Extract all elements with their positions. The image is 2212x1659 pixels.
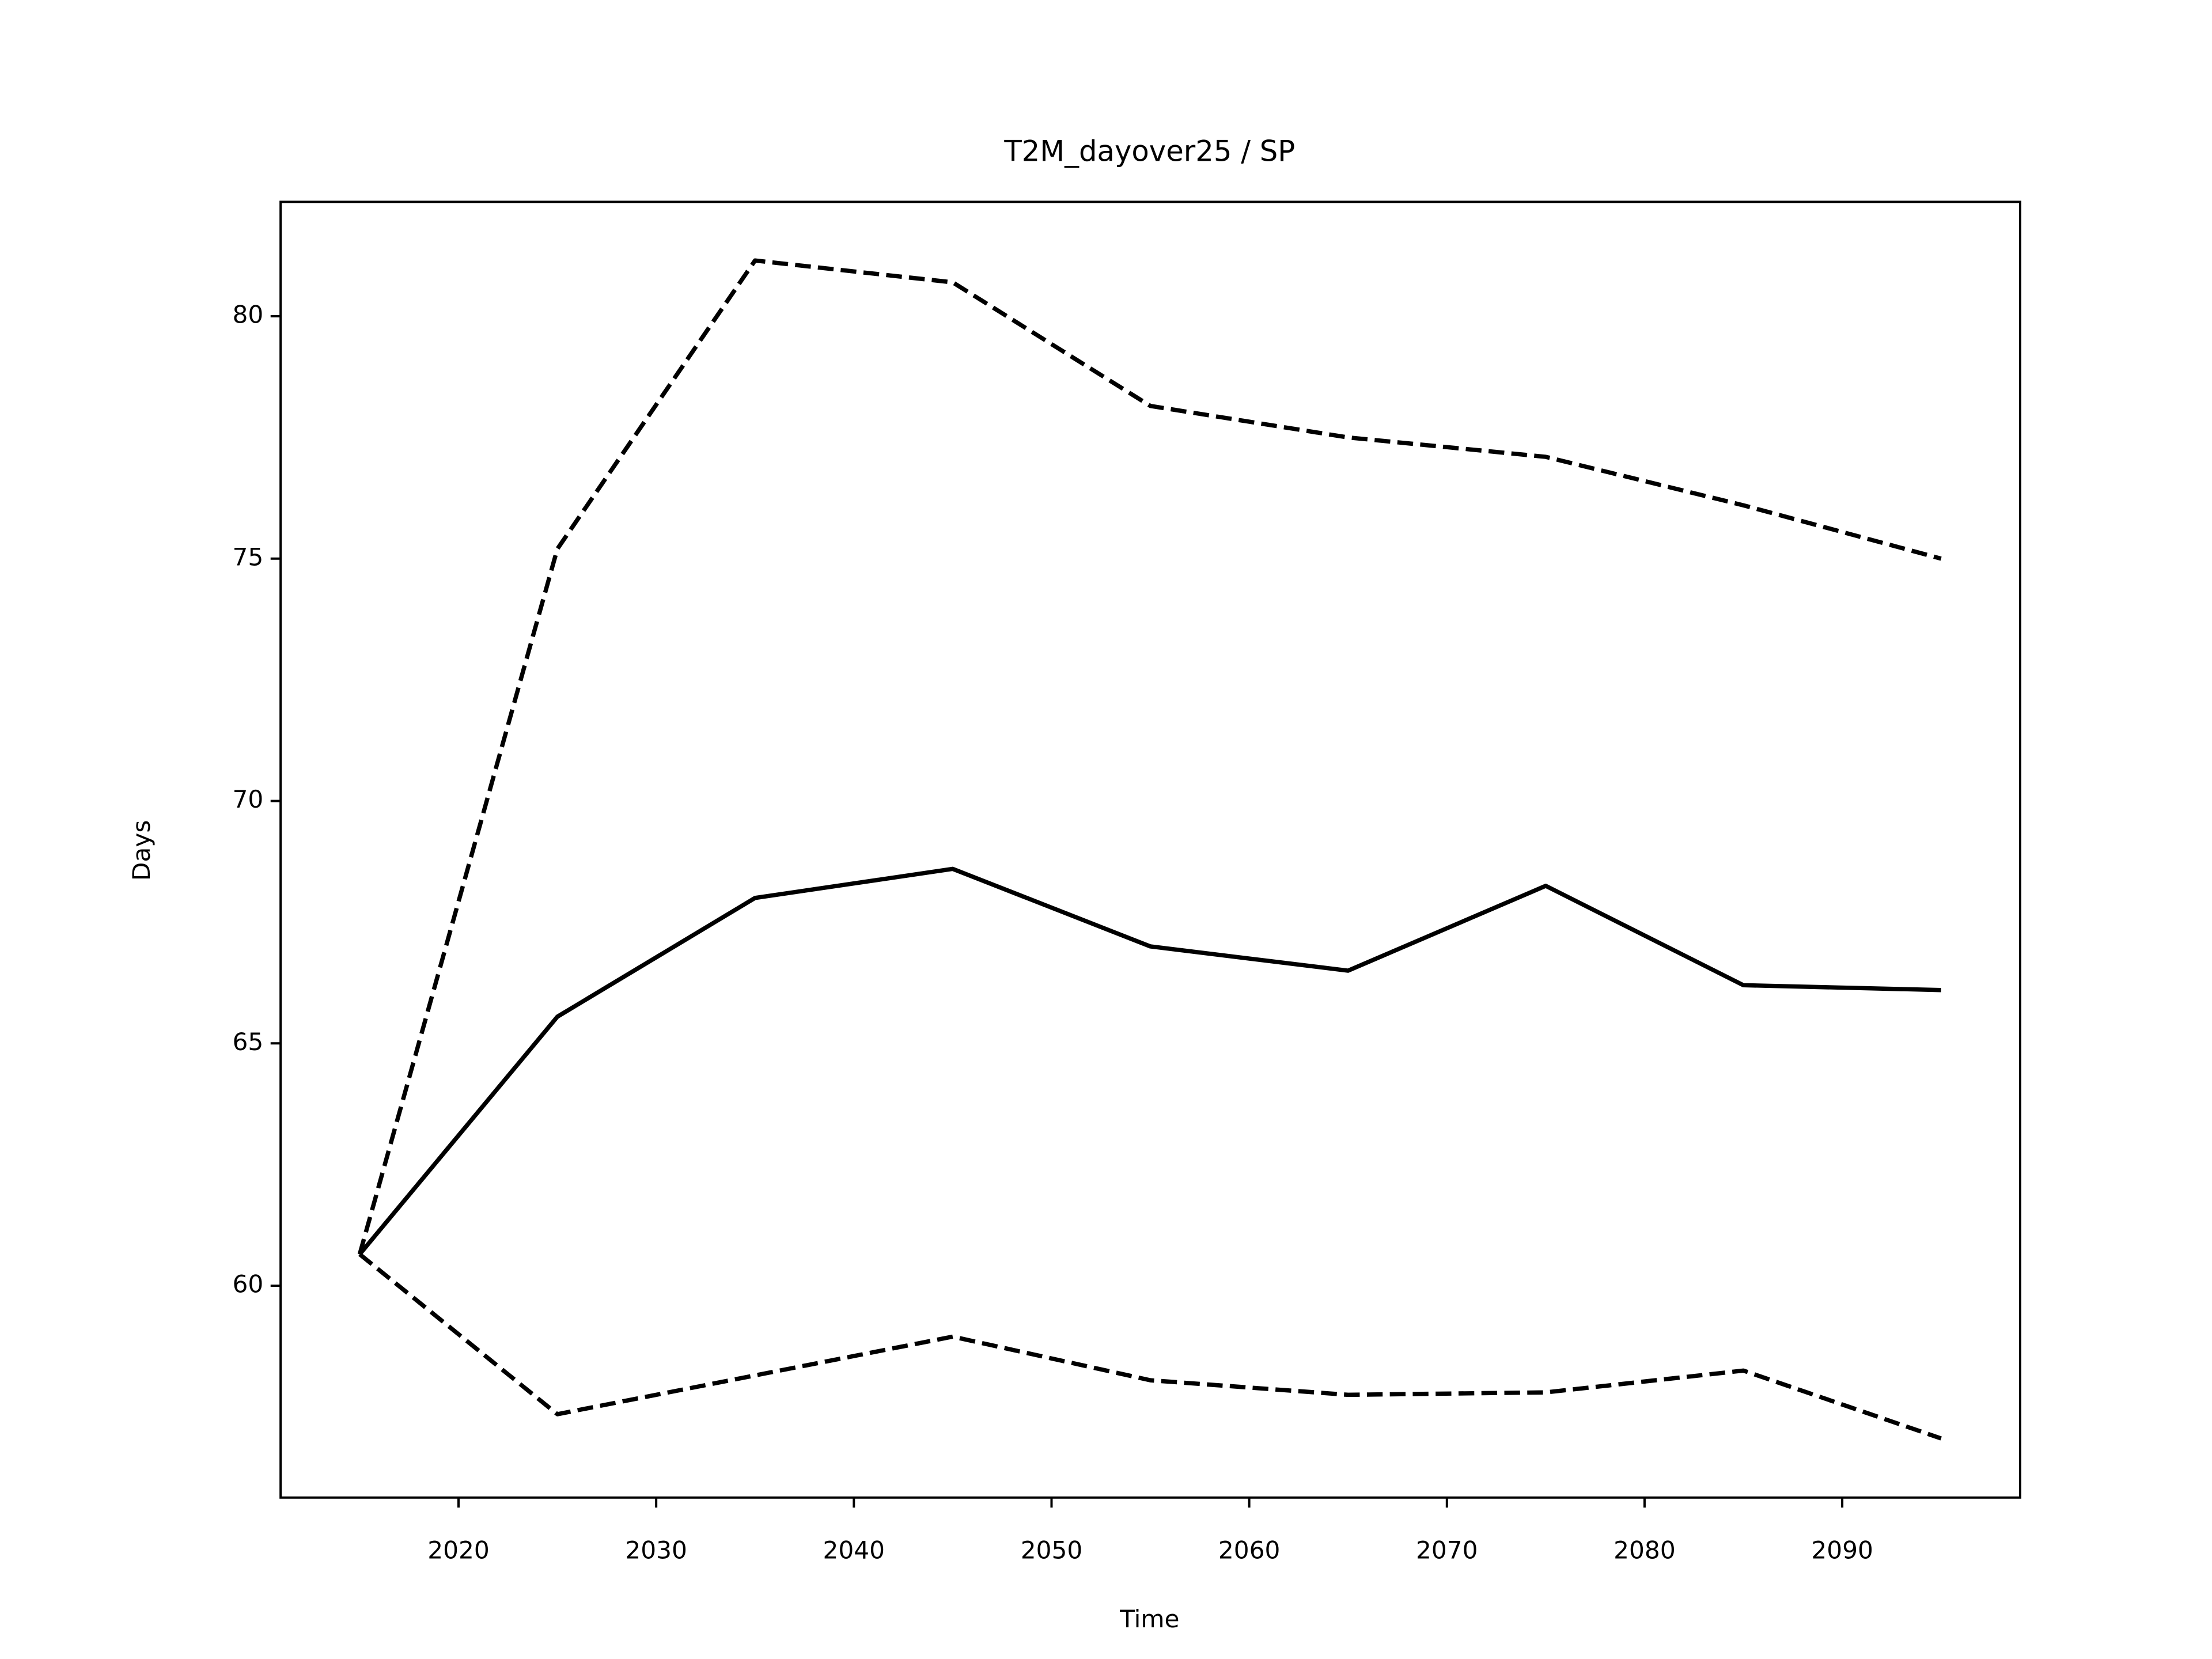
chart-title: T2M_dayover25 / SP [1003,134,1295,168]
y-axis-label: Days [127,820,156,881]
y-tick-label: 60 [233,1270,264,1298]
x-tick-label: 2060 [1218,1536,1281,1565]
x-tick-label: 2070 [1416,1536,1478,1565]
y-tick-label: 70 [233,785,264,813]
x-tick-label: 2020 [427,1536,490,1565]
plot-frame [279,200,2021,1499]
x-tick-label: 2050 [1021,1536,1083,1565]
line-series [358,866,1941,1256]
y-tick-label: 75 [233,543,264,571]
x-tick-label: 2090 [1811,1536,1873,1565]
line-series [358,1252,1942,1441]
x-tick-label: 2030 [625,1536,687,1565]
x-tick-label: 2080 [1613,1536,1676,1565]
line-series [357,258,1942,1255]
y-tick-label: 65 [233,1028,264,1056]
y-tick-label: 80 [233,301,264,329]
x-axis-label: Time [1119,1605,1179,1633]
x-tick-label: 2040 [823,1536,885,1565]
